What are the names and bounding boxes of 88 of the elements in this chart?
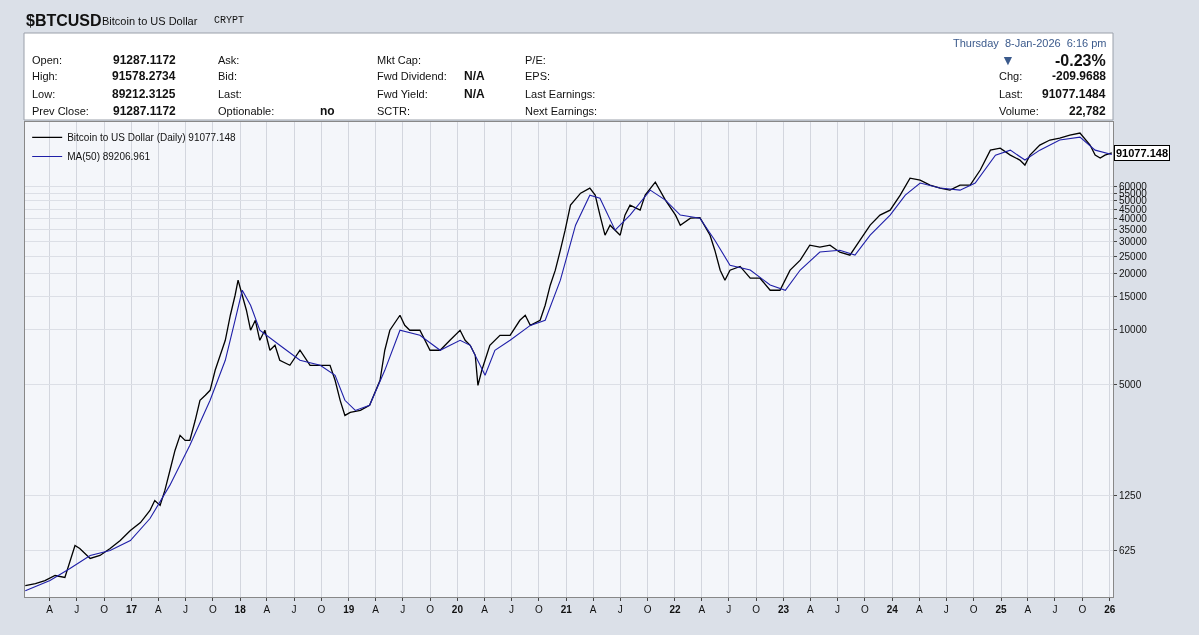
text: Last Earnings: bbox=[525, 88, 596, 100]
y-tick-label: 30000 bbox=[1119, 236, 1148, 248]
x-tick-label: 23 bbox=[778, 604, 790, 615]
legend-label: Bitcoin to US Dollar (Daily) 91077.148 bbox=[67, 132, 237, 144]
x-tick-label: A bbox=[1024, 604, 1032, 615]
text: 91578.2734 bbox=[112, 69, 176, 83]
text: Last: bbox=[218, 88, 242, 100]
x-tick-label: A bbox=[46, 604, 54, 615]
x-tick-label: 21 bbox=[560, 604, 573, 615]
text: 22,782 bbox=[1069, 104, 1107, 118]
x-tick-label: O bbox=[752, 604, 761, 615]
text: Mkt Cap: bbox=[377, 54, 422, 66]
text: Fwd Yield: bbox=[377, 88, 428, 100]
text: ▼ bbox=[1001, 52, 1015, 68]
x-tick-label: A bbox=[481, 604, 489, 615]
x-tick-label: 19 bbox=[343, 604, 355, 615]
chart-title: $BTCUSD bbox=[26, 12, 102, 29]
x-tick-label: A bbox=[589, 604, 597, 615]
text: 91287.1172 bbox=[113, 53, 177, 67]
x-tick-label: 25 bbox=[995, 604, 1008, 615]
x-tick-label: O bbox=[969, 604, 978, 615]
x-tick-label: A bbox=[154, 604, 162, 615]
x-tick-label: 18 bbox=[234, 604, 247, 615]
text: P/E: bbox=[525, 54, 546, 66]
text: Bid: bbox=[218, 70, 237, 82]
x-tick-label: J bbox=[74, 604, 80, 615]
x-tick-label: O bbox=[860, 604, 869, 615]
x-tick-label: 17 bbox=[125, 604, 138, 615]
x-tick-label: O bbox=[100, 604, 109, 615]
x-tick-label: J bbox=[726, 604, 732, 615]
x-tick-label: A bbox=[698, 604, 706, 615]
text: 91077.1484 bbox=[1042, 87, 1106, 101]
text: 91287.1172 bbox=[113, 104, 177, 118]
y-tick-label: 15000 bbox=[1119, 291, 1148, 303]
y-tick-label: 35000 bbox=[1119, 223, 1148, 235]
legend-label: MA(50) 89206.961 bbox=[67, 151, 151, 163]
annotation: 91077.148 bbox=[1116, 147, 1168, 159]
x-tick-label: J bbox=[400, 604, 406, 615]
text: Low: bbox=[32, 88, 56, 100]
x-tick-label: J bbox=[834, 604, 840, 615]
text: Volume: bbox=[999, 105, 1039, 117]
x-tick-label: O bbox=[426, 604, 435, 615]
y-tick-label: 25000 bbox=[1119, 250, 1148, 262]
x-tick-label: O bbox=[1078, 604, 1087, 615]
text: 89212.3125 bbox=[112, 87, 176, 101]
text: Open: bbox=[32, 54, 62, 66]
y-tick-label: 40000 bbox=[1119, 213, 1148, 225]
x-tick-label: J bbox=[291, 604, 297, 615]
y-tick-label: 5000 bbox=[1119, 379, 1142, 391]
x-tick-label: 24 bbox=[886, 604, 899, 615]
chart-subtitle: Bitcoin to US Dollar bbox=[102, 15, 198, 27]
text: no bbox=[320, 104, 335, 118]
y-tick-label: 20000 bbox=[1119, 268, 1148, 280]
x-tick-label: A bbox=[915, 604, 923, 615]
y-tick-label: 625 bbox=[1119, 545, 1137, 557]
x-tick-label: 20 bbox=[451, 604, 464, 615]
text: EPS: bbox=[525, 70, 551, 82]
text: Prev Close: bbox=[32, 105, 89, 117]
x-tick-label: J bbox=[509, 604, 515, 615]
x-tick-label: J bbox=[943, 604, 949, 615]
text: Optionable: bbox=[218, 105, 275, 117]
y-tick-label: 10000 bbox=[1119, 323, 1148, 335]
x-tick-label: O bbox=[317, 604, 326, 615]
text: Last: bbox=[999, 88, 1023, 100]
text: -0.23% bbox=[1055, 52, 1106, 69]
x-tick-label: O bbox=[643, 604, 652, 615]
x-tick-label: 22 bbox=[669, 604, 681, 615]
text: Chg: bbox=[999, 70, 1023, 82]
text: CRYPT bbox=[214, 15, 245, 26]
x-tick-label: A bbox=[263, 604, 271, 615]
text: N/A bbox=[464, 87, 485, 101]
text: -209.9688 bbox=[1052, 69, 1107, 83]
x-tick-label: J bbox=[182, 604, 188, 615]
x-tick-label: 26 bbox=[1104, 604, 1116, 615]
text: Thursday 8-Jan-2026 6:16 pm bbox=[953, 37, 1107, 49]
x-tick-label: O bbox=[535, 604, 544, 615]
text: SCTR: bbox=[377, 105, 410, 117]
x-tick-label: J bbox=[1052, 604, 1058, 615]
x-tick-label: A bbox=[372, 604, 380, 615]
x-tick-label: O bbox=[208, 604, 217, 615]
text: Next Earnings: bbox=[525, 105, 598, 117]
text: High: bbox=[32, 70, 58, 82]
text: N/A bbox=[464, 69, 485, 83]
text: Ask: bbox=[218, 54, 240, 66]
x-tick-label: A bbox=[807, 604, 815, 615]
text: Fwd Dividend: bbox=[377, 70, 447, 82]
x-tick-label: J bbox=[617, 604, 623, 615]
y-tick-label: 1250 bbox=[1119, 489, 1142, 501]
